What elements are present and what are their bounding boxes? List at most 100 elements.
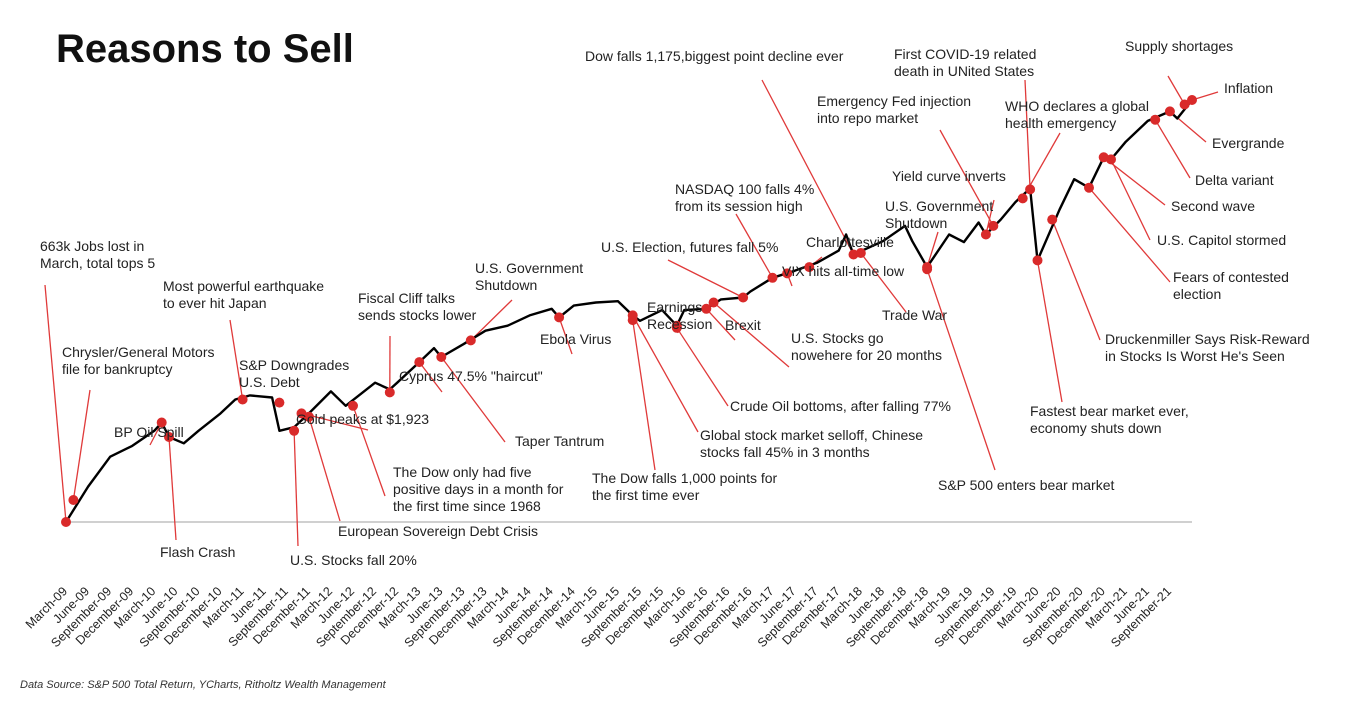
annotation-label: The Dow falls 1,000 points for the first … bbox=[592, 470, 778, 503]
event-marker bbox=[436, 352, 447, 362]
annotation-label: The Dow only had five positive days in a … bbox=[393, 464, 564, 514]
annotation-leader bbox=[926, 231, 939, 268]
annotation-leader bbox=[44, 284, 67, 523]
chart-title: Reasons to Sell bbox=[56, 27, 354, 71]
annotation-label: Inflation bbox=[1224, 80, 1273, 96]
annotation-label: Fiscal Cliff talks sends stocks lower bbox=[358, 290, 477, 323]
annotation-leader bbox=[632, 315, 699, 433]
data-source: Data Source: S&P 500 Total Return, YChar… bbox=[20, 679, 387, 691]
event-marker bbox=[274, 397, 285, 408]
annotation-label: Earnings Recession bbox=[647, 299, 712, 332]
annotation-leader bbox=[1051, 219, 1101, 341]
annotation-leader bbox=[1167, 75, 1186, 105]
annotation-label: VIX hits all-time low bbox=[782, 263, 905, 279]
event-markers bbox=[61, 95, 1197, 527]
event-marker bbox=[465, 335, 476, 346]
event-marker bbox=[303, 411, 314, 422]
annotation-label: Second wave bbox=[1171, 198, 1255, 214]
annotation-label: U.S. Stocks fall 20% bbox=[290, 552, 417, 568]
event-marker bbox=[1084, 182, 1094, 193]
annotation-label: Brexit bbox=[725, 317, 761, 333]
annotation-label: Taper Tantrum bbox=[515, 433, 604, 449]
event-marker bbox=[855, 248, 866, 258]
annotation-leader bbox=[293, 430, 299, 547]
annotation-label: WHO declares a global health emergency bbox=[1005, 98, 1149, 131]
annotation-leader bbox=[1036, 260, 1063, 403]
annotation-label: 663k Jobs lost in March, total tops 5 bbox=[40, 238, 155, 271]
annotation-leader bbox=[926, 268, 996, 471]
annotation-leader bbox=[418, 361, 443, 393]
annotation-leader bbox=[713, 302, 790, 368]
annotation-label: Dow falls 1,175,biggest point decline ev… bbox=[585, 48, 844, 64]
annotation-label: NASDAQ 100 falls 4% from its session high bbox=[675, 181, 814, 214]
x-axis-ticks: March-09June-09September-09December-09Ma… bbox=[23, 584, 1174, 650]
event-marker bbox=[384, 387, 395, 398]
annotation-label: Druckenmiller Says Risk-Reward in Stocks … bbox=[1105, 331, 1310, 364]
annotation-label: Gold peaks at $1,923 bbox=[296, 411, 429, 427]
event-marker bbox=[237, 394, 248, 405]
event-marker bbox=[1179, 99, 1190, 110]
event-marker bbox=[701, 303, 712, 314]
annotation-label: First COVID-19 related death in UNited St… bbox=[894, 46, 1036, 79]
event-marker bbox=[1187, 95, 1197, 105]
annotation-label: Chrysler/General Motors file for bankrupt… bbox=[62, 344, 215, 377]
event-marker bbox=[1032, 255, 1043, 266]
annotation-label: Charlottesville bbox=[806, 234, 894, 250]
annotation-label: Cyprus 47.5% "haircut" bbox=[399, 368, 543, 384]
event-marker bbox=[289, 425, 300, 436]
annotation-leader bbox=[667, 259, 744, 299]
annotation-leader bbox=[1154, 119, 1191, 179]
annotation-leader bbox=[761, 79, 855, 255]
event-marker bbox=[738, 292, 749, 303]
annotation-leader bbox=[985, 199, 995, 235]
annotation-label: Supply shortages bbox=[1125, 38, 1233, 54]
annotation-leader bbox=[168, 436, 177, 541]
event-marker bbox=[671, 322, 682, 333]
annotation-leaders bbox=[44, 75, 1219, 547]
event-marker bbox=[708, 297, 719, 308]
annotation-label: U.S. Government Shutdown bbox=[475, 260, 583, 293]
event-marker bbox=[68, 495, 79, 505]
annotation-leader bbox=[1103, 156, 1166, 206]
event-marker bbox=[1098, 152, 1109, 163]
annotation-label: European Sovereign Debt Crisis bbox=[338, 523, 538, 539]
event-marker bbox=[554, 312, 565, 323]
event-marker bbox=[164, 432, 174, 442]
annotation-leader bbox=[229, 319, 244, 400]
event-marker bbox=[988, 220, 999, 231]
annotation-leader bbox=[676, 327, 729, 407]
annotation-label: BP Oil Spill bbox=[114, 424, 184, 440]
annotation-label: Crude Oil bottoms, after falling 77% bbox=[730, 398, 951, 414]
annotation-leader bbox=[440, 356, 506, 443]
annotation-leader bbox=[735, 213, 774, 279]
annotation-label: S&P 500 enters bear market bbox=[938, 477, 1115, 493]
event-marker bbox=[922, 264, 933, 275]
event-marker bbox=[414, 357, 425, 368]
annotation-leader bbox=[860, 252, 907, 313]
event-marker bbox=[804, 262, 815, 273]
event-marker bbox=[61, 517, 71, 527]
event-marker bbox=[1164, 106, 1175, 117]
annotation-label: Fastest bear market ever, economy shuts d… bbox=[1030, 403, 1189, 436]
event-marker bbox=[1025, 184, 1036, 195]
annotation-leader bbox=[939, 129, 994, 227]
event-marker bbox=[767, 272, 778, 283]
event-marker bbox=[627, 310, 638, 321]
annotation-label: Delta variant bbox=[1195, 172, 1274, 188]
annotation-leader bbox=[352, 405, 386, 497]
annotation-label: Fears of contested election bbox=[1173, 269, 1289, 302]
event-marker bbox=[1047, 214, 1058, 225]
annotation-leader bbox=[632, 320, 656, 471]
annotation-label: Evergrande bbox=[1212, 135, 1285, 151]
event-marker bbox=[782, 268, 793, 279]
annotation-leader bbox=[705, 308, 736, 341]
annotation-label: Yield curve inverts bbox=[892, 168, 1006, 184]
annotation-label: Global stock market selloff, Chinese stoc… bbox=[700, 427, 923, 460]
event-marker bbox=[1017, 193, 1028, 204]
annotation-label: Trade War bbox=[882, 307, 947, 323]
annotation-leader bbox=[308, 416, 341, 522]
annotation-leader bbox=[470, 299, 513, 341]
annotation-leader bbox=[558, 317, 573, 355]
annotation-label: Emergency Fed injection into repo market bbox=[817, 93, 971, 126]
